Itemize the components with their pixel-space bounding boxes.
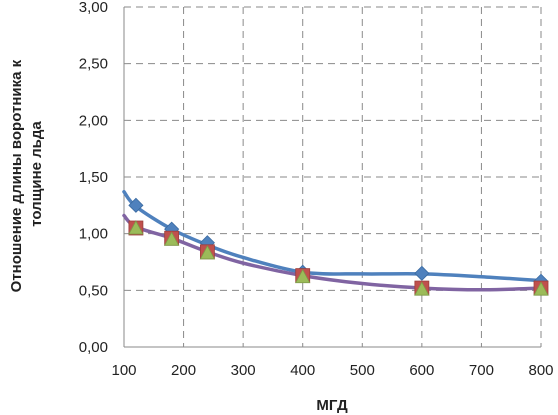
series-3-point — [414, 281, 430, 296]
series-1-point — [128, 197, 144, 213]
y-tick-label: 2,00 — [79, 112, 108, 129]
x-tick-labels: 100 200 300 400 500 600 700 800 — [111, 362, 553, 379]
x-tick-label: 700 — [469, 362, 494, 379]
plot-area — [123, 7, 541, 348]
series-3-point — [199, 245, 216, 260]
y-tick-labels: 0,00 0,50 1,00 1,50 2,00 2,50 3,00 — [79, 0, 108, 356]
y-axis-title-line-2: толщине льда — [28, 121, 45, 227]
y-tick-label: 2,50 — [79, 56, 108, 73]
x-tick-label: 600 — [409, 362, 434, 379]
series-3-point — [533, 281, 549, 296]
x-tick-label: 200 — [171, 362, 196, 379]
x-tick-label: 800 — [528, 362, 553, 379]
y-tick-label: 1,00 — [79, 226, 108, 243]
series-1-point — [414, 265, 430, 281]
y-tick-label: 0,00 — [79, 339, 108, 356]
trend-line-1 — [122, 189, 543, 283]
series-3-point — [128, 220, 144, 235]
x-tick-label: 500 — [350, 362, 375, 379]
y-tick-label: 0,50 — [79, 282, 108, 299]
grid — [123, 6, 542, 348]
y-tick-label: 1,50 — [79, 169, 108, 186]
series-3-point — [295, 268, 311, 284]
trend-lines — [122, 189, 543, 292]
y-axis-title: Отношение длины воротника к толщине льда — [8, 56, 45, 293]
x-axis-title: МГД — [316, 397, 348, 414]
data-markers — [128, 197, 549, 296]
x-tick-label: 300 — [231, 362, 256, 379]
x-tick-label: 400 — [290, 362, 315, 379]
y-tick-label: 3,00 — [79, 0, 108, 16]
series-3-point — [163, 231, 180, 246]
x-tick-label: 100 — [111, 362, 136, 379]
y-axis-title-line-1: Отношение длины воротника к — [8, 59, 25, 292]
trend-line-2 — [122, 213, 543, 292]
